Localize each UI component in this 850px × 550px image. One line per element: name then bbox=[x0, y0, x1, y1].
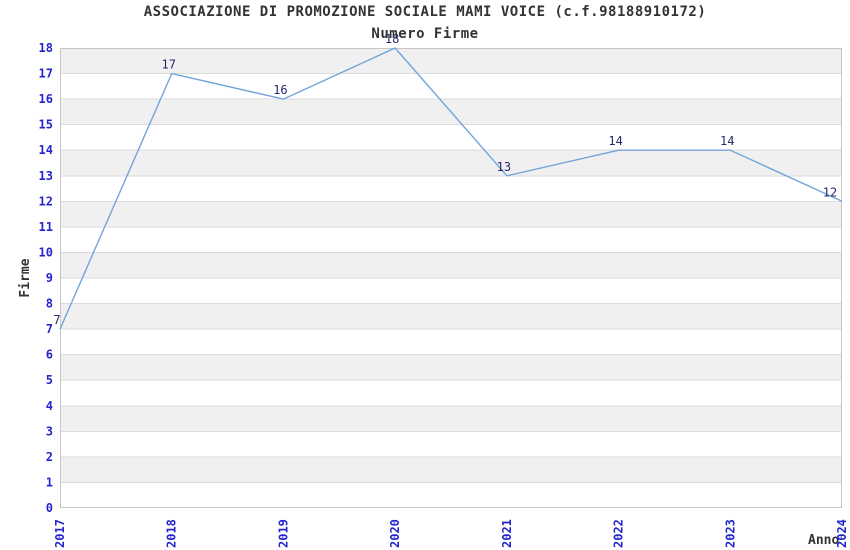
data-point-label: 13 bbox=[497, 160, 511, 174]
plot-band bbox=[60, 252, 842, 278]
y-tick-label: 14 bbox=[39, 143, 53, 157]
x-tick-label: 2017 bbox=[53, 519, 67, 548]
data-point-label: 14 bbox=[608, 134, 622, 148]
y-tick-label: 7 bbox=[46, 322, 53, 336]
chart-subtitle: Numero Firme bbox=[371, 26, 479, 42]
plot-band bbox=[60, 201, 842, 227]
y-tick-label: 6 bbox=[46, 348, 53, 362]
plot-band bbox=[60, 405, 842, 432]
y-tick-label: 13 bbox=[39, 169, 53, 183]
data-point-label: 17 bbox=[161, 58, 175, 72]
x-tick-label: 2023 bbox=[723, 519, 737, 548]
data-line bbox=[59, 47, 843, 330]
plot-band bbox=[60, 456, 842, 483]
y-tick-label: 5 bbox=[46, 373, 53, 387]
y-tick-label: 17 bbox=[39, 67, 53, 81]
x-axis-title: Anno bbox=[808, 533, 840, 548]
y-tick-label: 9 bbox=[46, 271, 53, 285]
data-point-label: 12 bbox=[823, 185, 837, 199]
x-tick-label: 2020 bbox=[388, 519, 402, 548]
y-tick-label: 11 bbox=[39, 220, 53, 234]
x-tick-label: 2024 bbox=[835, 519, 849, 548]
y-tick-label: 10 bbox=[39, 245, 53, 259]
plot-band bbox=[60, 150, 842, 176]
chart-title: ASSOCIAZIONE DI PROMOZIONE SOCIALE MAMI … bbox=[143, 4, 707, 20]
x-tick-label: 2018 bbox=[165, 519, 179, 548]
data-point-label: 14 bbox=[720, 134, 734, 148]
y-tick-label: 16 bbox=[39, 92, 53, 106]
x-tick-label: 2021 bbox=[500, 519, 514, 548]
plot-band bbox=[60, 354, 842, 381]
x-tick-label: 2019 bbox=[276, 519, 290, 548]
y-tick-label: 4 bbox=[46, 399, 53, 413]
data-point-label: 16 bbox=[273, 83, 287, 97]
plot-band bbox=[60, 48, 842, 74]
y-tick-label: 2 bbox=[46, 450, 53, 464]
y-tick-label: 0 bbox=[46, 501, 53, 515]
y-tick-label: 3 bbox=[46, 424, 53, 438]
y-tick-label: 15 bbox=[39, 118, 53, 132]
data-point-label: 18 bbox=[385, 32, 399, 46]
x-tick-label: 2022 bbox=[612, 519, 626, 548]
y-tick-label: 1 bbox=[46, 475, 53, 489]
data-point-label: 7 bbox=[53, 313, 60, 327]
y-tick-label: 8 bbox=[46, 297, 53, 311]
y-tick-label: 18 bbox=[39, 41, 53, 55]
y-tick-label: 12 bbox=[39, 194, 53, 208]
plot-band bbox=[60, 303, 842, 330]
plot-border bbox=[60, 48, 842, 508]
